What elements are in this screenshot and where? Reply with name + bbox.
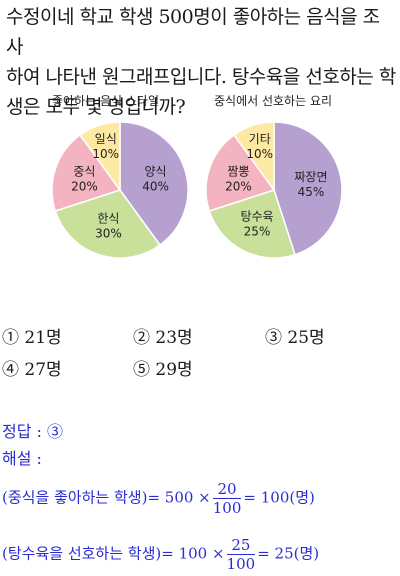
chart-1-slice-1-percent: 40% [142, 179, 169, 193]
chart-1-slice-4 [78, 121, 121, 193]
explanation-label: 해설 : [2, 449, 42, 468]
explanation-line-1-pre: (중식을 좋아하는 학생)= 500 × [2, 488, 211, 507]
pie-charts: 양식40%한식30%중식20%일식10%짜장면45%탕수육25%짬뽕20%기타1… [51, 121, 343, 259]
question-line-3: 생은 모두 몇 명입니까? [6, 96, 186, 118]
option-3[interactable]: ③ 25명 [265, 323, 325, 348]
chart-1-slice-3-label: 중식 [73, 164, 95, 178]
chart-2-slice-3-label: 짬뽕 [227, 164, 249, 178]
option-4-mark: ④ [2, 360, 19, 380]
chart-2-slice-2-label: 탕수육 [240, 209, 273, 223]
chart-1-slice-2 [54, 189, 162, 259]
fraction-1-denominator: 100 [212, 499, 242, 517]
answer-value: ③ [47, 422, 64, 441]
fraction-2: 25 100 [226, 536, 256, 573]
option-3-mark: ③ [265, 328, 282, 348]
chart-2-title: 중식에서 선호하는 요리 [214, 94, 333, 108]
chart-2-slice-4 [232, 121, 275, 193]
question-line-2: 하여 나타낸 원그래프입니다. 탕수육을 선호하는 학 [6, 66, 396, 88]
option-2-text: 23명 [155, 328, 193, 348]
explanation-line-2-pre: (탕수육을 선호하는 학생)= 100 × [2, 544, 225, 563]
chart-1-slice-4-label: 일식 [95, 132, 117, 146]
chart-1-slice-2-label: 한식 [97, 212, 119, 226]
option-1-text: 21명 [24, 328, 62, 348]
fraction-2-denominator: 100 [226, 555, 256, 573]
option-4-text: 27명 [24, 360, 62, 380]
chart-1-slice-2-percent: 30% [95, 227, 122, 241]
chart-2-slice-1-percent: 45% [298, 185, 325, 199]
option-5-mark: ⑤ [133, 360, 150, 380]
option-5[interactable]: ⑤ 29명 [133, 355, 193, 380]
chart-2-slice-3-percent: 20% [225, 179, 252, 193]
chart-2-slice-3 [205, 133, 276, 212]
chart-2-slice-2 [208, 189, 296, 259]
question-text: 수정이네 학교 학생 500명이 좋아하는 음식을 조사 하여 나타낸 원그래프… [6, 2, 396, 122]
chart-1-slice-1 [119, 121, 189, 247]
chart-2-slice-4-label: 기타 [249, 132, 271, 146]
answer: 정답 : ③ [2, 418, 63, 442]
explanation-line-2: (탕수육을 선호하는 학생)= 100 × 25 100 = 25(명) [2, 536, 319, 573]
explanation-line-1-post: = 100(명) [243, 488, 315, 507]
question-line-1: 수정이네 학교 학생 500명이 좋아하는 음식을 조사 [6, 6, 380, 58]
fraction-1: 20 100 [212, 480, 242, 517]
chart-1-slice-4-percent: 10% [92, 147, 119, 161]
chart-2-slice-1 [273, 121, 343, 256]
chart-2-slice-2-percent: 25% [244, 224, 271, 238]
option-2[interactable]: ② 23명 [133, 323, 193, 348]
chart-1-slice-3 [51, 133, 122, 212]
chart-2-slice-4-percent: 10% [246, 147, 273, 161]
fraction-1-numerator: 20 [212, 480, 242, 499]
explanation-line-1: (중식을 좋아하는 학생)= 500 × 20 100 = 100(명) [2, 480, 315, 517]
chart-1-title: 좋아하는 음식 스타일 [52, 94, 159, 108]
option-4[interactable]: ④ 27명 [2, 355, 62, 380]
option-1[interactable]: ① 21명 [2, 323, 62, 348]
chart-1-slice-1-label: 양식 [145, 164, 167, 178]
option-5-text: 29명 [155, 360, 193, 380]
option-1-mark: ① [2, 328, 19, 348]
option-2-mark: ② [133, 328, 150, 348]
fraction-2-numerator: 25 [226, 536, 256, 555]
explanation-line-2-post: = 25(명) [257, 544, 320, 563]
chart-2-slice-1-label: 짜장면 [294, 170, 327, 184]
answer-label: 정답 : [2, 422, 48, 441]
chart-1-slice-3-percent: 20% [71, 179, 98, 193]
option-3-text: 25명 [287, 328, 325, 348]
